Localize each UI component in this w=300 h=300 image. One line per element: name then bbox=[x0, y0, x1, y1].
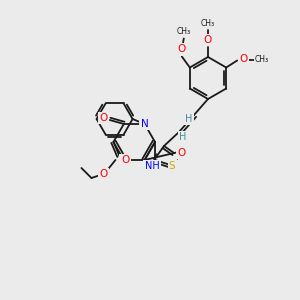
Text: O: O bbox=[239, 55, 247, 64]
Text: N: N bbox=[141, 119, 148, 129]
Text: O: O bbox=[99, 169, 108, 179]
Text: H: H bbox=[185, 114, 193, 124]
Text: S: S bbox=[169, 160, 175, 171]
Text: CH₃: CH₃ bbox=[255, 55, 269, 64]
Text: NH: NH bbox=[145, 161, 159, 171]
Text: O: O bbox=[178, 44, 186, 55]
Text: O: O bbox=[100, 113, 108, 123]
Text: CH₃: CH₃ bbox=[201, 20, 215, 28]
Text: CH₃: CH₃ bbox=[177, 27, 191, 36]
Text: O: O bbox=[204, 35, 212, 45]
Text: N: N bbox=[120, 155, 128, 165]
Text: O: O bbox=[177, 148, 185, 158]
Text: O: O bbox=[121, 155, 130, 165]
Text: H: H bbox=[179, 132, 187, 142]
